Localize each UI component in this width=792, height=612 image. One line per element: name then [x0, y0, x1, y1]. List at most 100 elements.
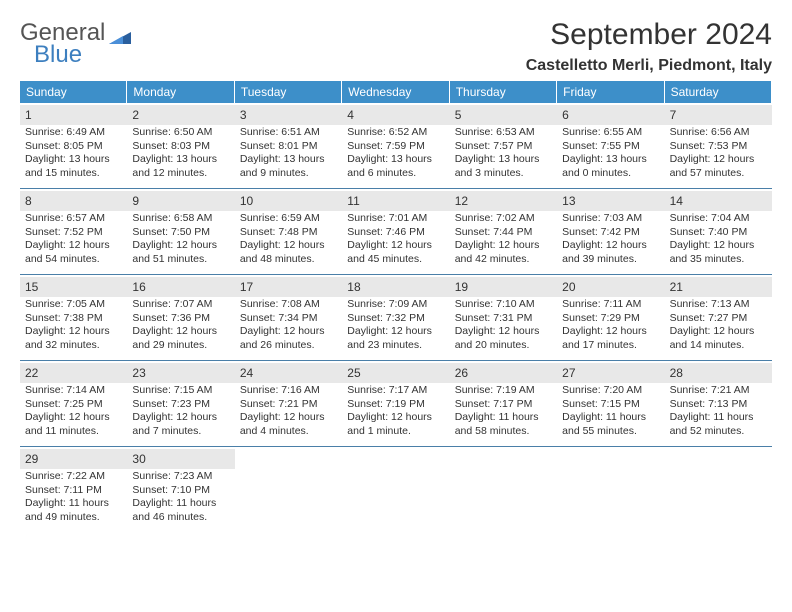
- sunrise-text: Sunrise: 7:23 AM: [132, 470, 229, 484]
- sunrise-text: Sunrise: 6:50 AM: [132, 126, 229, 140]
- day-of-week-header: Friday: [557, 81, 664, 103]
- day-number: 5: [450, 105, 557, 125]
- day-number: 11: [342, 191, 449, 211]
- day-number: 19: [450, 277, 557, 297]
- sunset-text: Sunset: 7:59 PM: [347, 140, 444, 154]
- day-number: 18: [342, 277, 449, 297]
- daylight-text: Daylight: 11 hours and 46 minutes.: [132, 497, 229, 524]
- calendar-cell: 2Sunrise: 6:50 AMSunset: 8:03 PMDaylight…: [127, 103, 234, 189]
- calendar-cell: 13Sunrise: 7:03 AMSunset: 7:42 PMDayligh…: [557, 189, 664, 275]
- sunrise-text: Sunrise: 7:17 AM: [347, 384, 444, 398]
- day-number: 22: [20, 363, 127, 383]
- daylight-text: Daylight: 13 hours and 12 minutes.: [132, 153, 229, 180]
- logo-text: General Blue: [20, 22, 105, 65]
- day-of-week-header: Tuesday: [235, 81, 342, 103]
- calendar-cell: 23Sunrise: 7:15 AMSunset: 7:23 PMDayligh…: [127, 361, 234, 447]
- calendar-cell: 15Sunrise: 7:05 AMSunset: 7:38 PMDayligh…: [20, 275, 127, 361]
- sunset-text: Sunset: 7:44 PM: [455, 226, 552, 240]
- daylight-text: Daylight: 12 hours and 42 minutes.: [455, 239, 552, 266]
- sunrise-text: Sunrise: 7:11 AM: [562, 298, 659, 312]
- sunrise-text: Sunrise: 7:20 AM: [562, 384, 659, 398]
- calendar-cell: 3Sunrise: 6:51 AMSunset: 8:01 PMDaylight…: [235, 103, 342, 189]
- calendar-cell: 16Sunrise: 7:07 AMSunset: 7:36 PMDayligh…: [127, 275, 234, 361]
- daylight-text: Daylight: 12 hours and 32 minutes.: [25, 325, 122, 352]
- day-number: 21: [665, 277, 772, 297]
- sunrise-text: Sunrise: 6:55 AM: [562, 126, 659, 140]
- sunset-text: Sunset: 7:29 PM: [562, 312, 659, 326]
- day-number: 6: [557, 105, 664, 125]
- daylight-text: Daylight: 12 hours and 54 minutes.: [25, 239, 122, 266]
- sunset-text: Sunset: 7:27 PM: [670, 312, 767, 326]
- calendar-cell: 14Sunrise: 7:04 AMSunset: 7:40 PMDayligh…: [665, 189, 772, 275]
- sunset-text: Sunset: 7:13 PM: [670, 398, 767, 412]
- daylight-text: Daylight: 11 hours and 55 minutes.: [562, 411, 659, 438]
- calendar-cell: 6Sunrise: 6:55 AMSunset: 7:55 PMDaylight…: [557, 103, 664, 189]
- sunset-text: Sunset: 7:53 PM: [670, 140, 767, 154]
- day-of-week-header: Saturday: [665, 81, 772, 103]
- sunset-text: Sunset: 7:31 PM: [455, 312, 552, 326]
- calendar-cell: 29Sunrise: 7:22 AMSunset: 7:11 PMDayligh…: [20, 447, 127, 533]
- calendar-cell: 22Sunrise: 7:14 AMSunset: 7:25 PMDayligh…: [20, 361, 127, 447]
- calendar-cell: 8Sunrise: 6:57 AMSunset: 7:52 PMDaylight…: [20, 189, 127, 275]
- day-number: 25: [342, 363, 449, 383]
- triangle-icon: [109, 28, 131, 49]
- daylight-text: Daylight: 11 hours and 52 minutes.: [670, 411, 767, 438]
- location: Castelletto Merli, Piedmont, Italy: [526, 57, 772, 75]
- day-number: 24: [235, 363, 342, 383]
- calendar-cell: 17Sunrise: 7:08 AMSunset: 7:34 PMDayligh…: [235, 275, 342, 361]
- sunrise-text: Sunrise: 6:49 AM: [25, 126, 122, 140]
- calendar-cell: 28Sunrise: 7:21 AMSunset: 7:13 PMDayligh…: [665, 361, 772, 447]
- sunset-text: Sunset: 7:38 PM: [25, 312, 122, 326]
- sunset-text: Sunset: 7:23 PM: [132, 398, 229, 412]
- daylight-text: Daylight: 12 hours and 11 minutes.: [25, 411, 122, 438]
- calendar-cell: 4Sunrise: 6:52 AMSunset: 7:59 PMDaylight…: [342, 103, 449, 189]
- day-of-week-header: Sunday: [20, 81, 127, 103]
- day-number: 23: [127, 363, 234, 383]
- sunrise-text: Sunrise: 6:53 AM: [455, 126, 552, 140]
- sunrise-text: Sunrise: 7:16 AM: [240, 384, 337, 398]
- sunset-text: Sunset: 7:21 PM: [240, 398, 337, 412]
- daylight-text: Daylight: 11 hours and 49 minutes.: [25, 497, 122, 524]
- day-number: 26: [450, 363, 557, 383]
- day-number: 29: [20, 449, 127, 469]
- sunset-text: Sunset: 7:52 PM: [25, 226, 122, 240]
- day-number: 7: [665, 105, 772, 125]
- daylight-text: Daylight: 13 hours and 3 minutes.: [455, 153, 552, 180]
- sunset-text: Sunset: 7:36 PM: [132, 312, 229, 326]
- sunset-text: Sunset: 7:15 PM: [562, 398, 659, 412]
- sunrise-text: Sunrise: 7:02 AM: [455, 212, 552, 226]
- calendar-cell: 12Sunrise: 7:02 AMSunset: 7:44 PMDayligh…: [450, 189, 557, 275]
- day-number: 17: [235, 277, 342, 297]
- daylight-text: Daylight: 12 hours and 23 minutes.: [347, 325, 444, 352]
- day-number: 3: [235, 105, 342, 125]
- calendar-cell: 5Sunrise: 6:53 AMSunset: 7:57 PMDaylight…: [450, 103, 557, 189]
- day-number: 28: [665, 363, 772, 383]
- sunset-text: Sunset: 7:11 PM: [25, 484, 122, 498]
- daylight-text: Daylight: 12 hours and 48 minutes.: [240, 239, 337, 266]
- daylight-text: Daylight: 12 hours and 39 minutes.: [562, 239, 659, 266]
- daylight-text: Daylight: 12 hours and 4 minutes.: [240, 411, 337, 438]
- sunrise-text: Sunrise: 6:57 AM: [25, 212, 122, 226]
- calendar-cell: 11Sunrise: 7:01 AMSunset: 7:46 PMDayligh…: [342, 189, 449, 275]
- calendar-cell: 10Sunrise: 6:59 AMSunset: 7:48 PMDayligh…: [235, 189, 342, 275]
- calendar-cell: 18Sunrise: 7:09 AMSunset: 7:32 PMDayligh…: [342, 275, 449, 361]
- daylight-text: Daylight: 12 hours and 7 minutes.: [132, 411, 229, 438]
- day-number: 1: [20, 105, 127, 125]
- calendar-cell: 21Sunrise: 7:13 AMSunset: 7:27 PMDayligh…: [665, 275, 772, 361]
- sunrise-text: Sunrise: 7:10 AM: [455, 298, 552, 312]
- day-number: 20: [557, 277, 664, 297]
- daylight-text: Daylight: 13 hours and 0 minutes.: [562, 153, 659, 180]
- logo-line2: Blue: [34, 44, 105, 66]
- sunrise-text: Sunrise: 7:08 AM: [240, 298, 337, 312]
- daylight-text: Daylight: 13 hours and 15 minutes.: [25, 153, 122, 180]
- calendar-cell: 19Sunrise: 7:10 AMSunset: 7:31 PMDayligh…: [450, 275, 557, 361]
- day-number: 8: [20, 191, 127, 211]
- calendar-grid: SundayMondayTuesdayWednesdayThursdayFrid…: [20, 81, 772, 533]
- sunrise-text: Sunrise: 6:59 AM: [240, 212, 337, 226]
- calendar-cell-empty: [450, 447, 557, 533]
- sunset-text: Sunset: 7:17 PM: [455, 398, 552, 412]
- day-number: 15: [20, 277, 127, 297]
- sunrise-text: Sunrise: 6:52 AM: [347, 126, 444, 140]
- sunset-text: Sunset: 8:01 PM: [240, 140, 337, 154]
- sunrise-text: Sunrise: 7:09 AM: [347, 298, 444, 312]
